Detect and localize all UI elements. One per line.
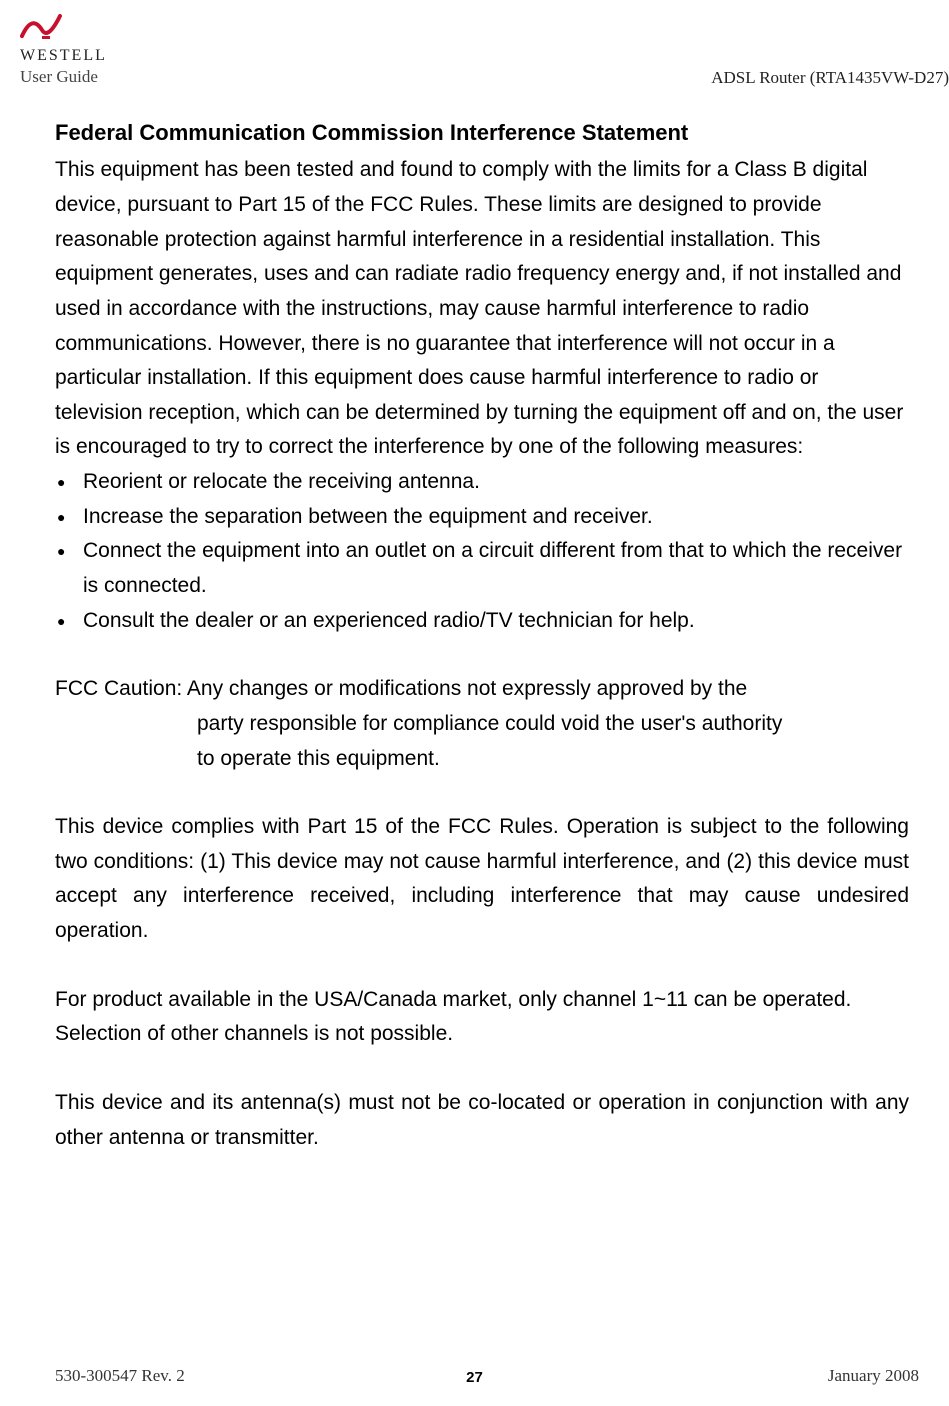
westell-swoosh-icon <box>20 10 70 40</box>
page: WESTELL User Guide ADSL Router (RTA1435V… <box>0 0 949 1406</box>
list-item: Reorient or relocate the receiving anten… <box>55 465 909 500</box>
brand-logo-block: WESTELL User Guide <box>20 10 107 87</box>
list-item: Connect the equipment into an outlet on … <box>55 534 909 603</box>
page-header: WESTELL User Guide ADSL Router (RTA1435V… <box>0 10 949 100</box>
part15-paragraph: This device complies with Part 15 of the… <box>55 810 909 949</box>
measures-list: Reorient or relocate the receiving anten… <box>55 465 909 638</box>
page-number: 27 <box>0 1369 949 1386</box>
colocated-paragraph: This device and its antenna(s) must not … <box>55 1086 909 1155</box>
brand-name: WESTELL <box>20 47 107 65</box>
section-title: Federal Communication Commission Interfe… <box>55 115 909 151</box>
list-item: Consult the dealer or an experienced rad… <box>55 604 909 639</box>
intro-paragraph: This equipment has been tested and found… <box>55 153 909 465</box>
caution-line-2: party responsible for compliance could v… <box>55 707 909 742</box>
page-content: Federal Communication Commission Interfe… <box>55 115 909 1155</box>
page-footer: 530-300547 Rev. 2 27 January 2008 <box>0 1356 949 1386</box>
channels-paragraph: For product available in the USA/Canada … <box>55 983 909 1052</box>
caution-line-3: to operate this equipment. <box>55 742 909 777</box>
caution-line-1: FCC Caution: Any changes or modification… <box>55 677 747 700</box>
doc-date-label: January 2008 <box>828 1366 919 1386</box>
fcc-caution-paragraph: FCC Caution: Any changes or modification… <box>55 672 909 776</box>
list-item: Increase the separation between the equi… <box>55 500 909 535</box>
product-model-label: ADSL Router (RTA1435VW-D27) <box>711 68 949 88</box>
doc-type-label: User Guide <box>20 67 107 87</box>
